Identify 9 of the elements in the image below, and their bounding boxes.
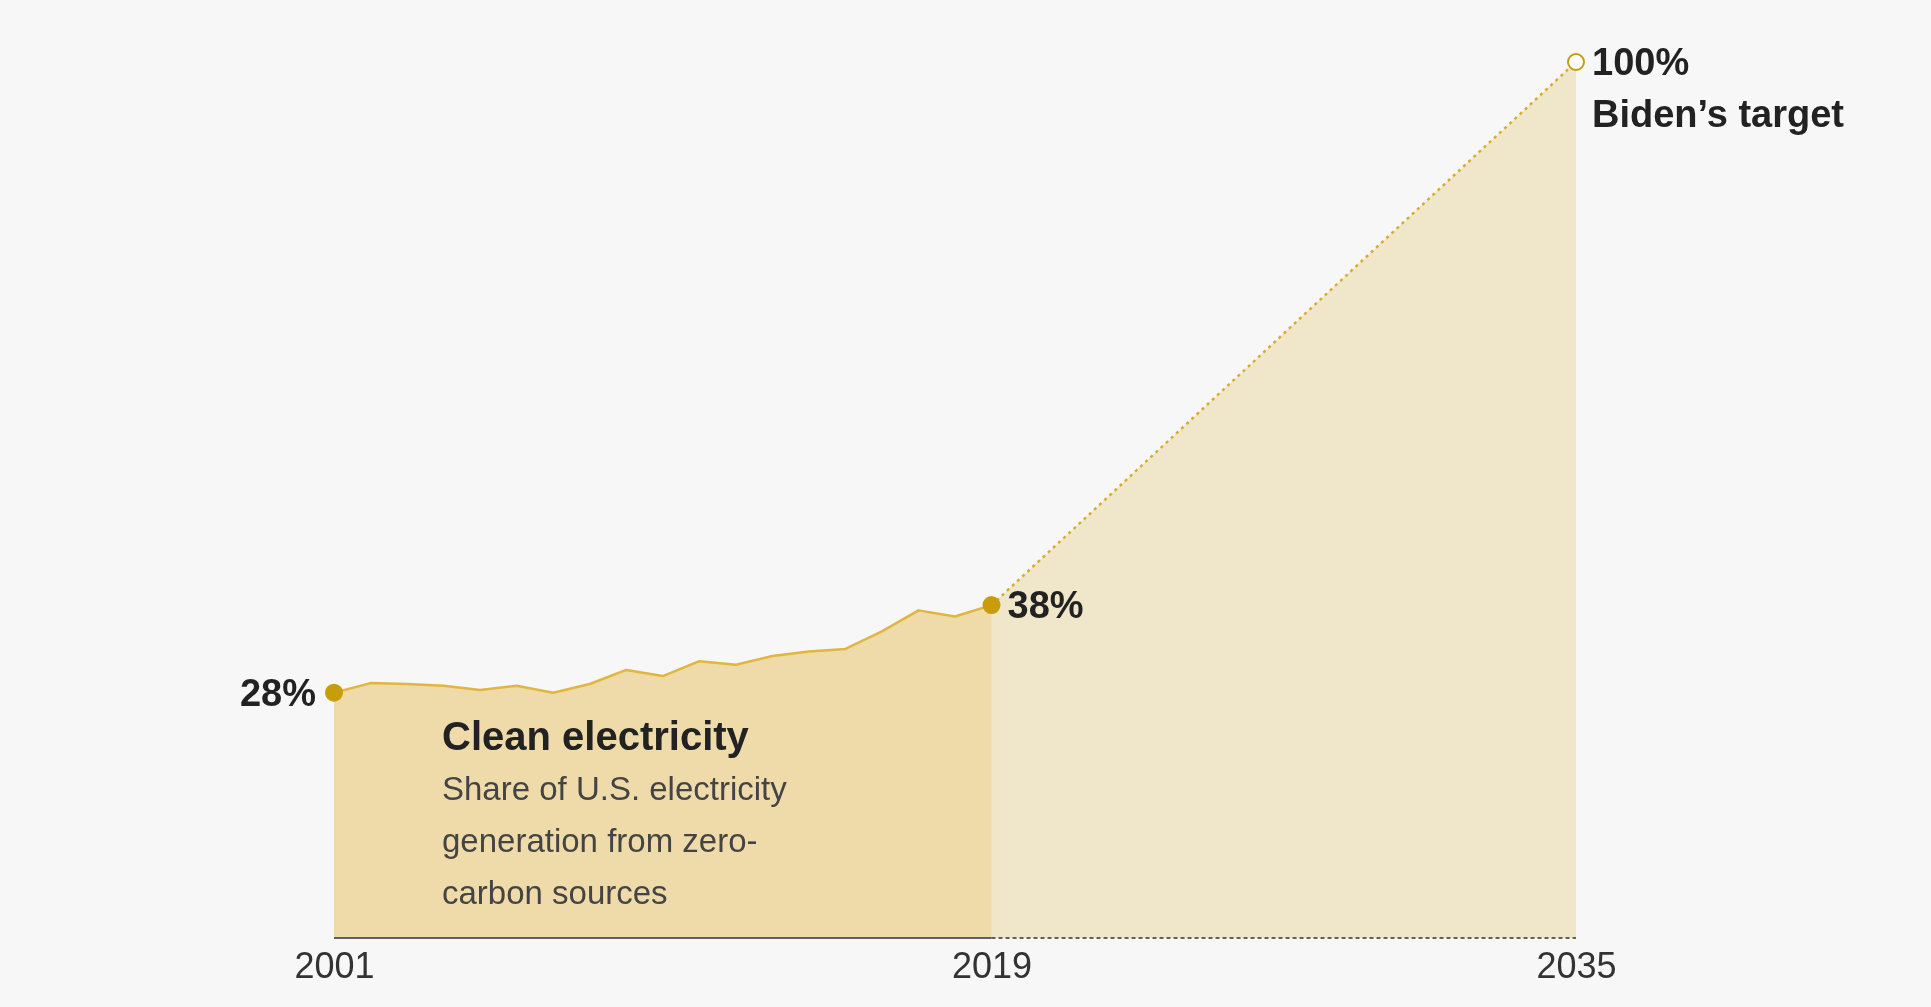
data-label: 38% <box>1007 584 1084 627</box>
data-label: 100% <box>1592 41 1690 83</box>
x-tick-label: 2019 <box>951 944 1033 986</box>
x-tick-label: 2001 <box>294 944 375 986</box>
annotation: Biden’s target <box>1592 93 1845 135</box>
text: Share of U.S. electricity generation from zero-carbon sources <box>442 770 788 911</box>
data-label: 28% <box>239 671 316 714</box>
text: Clean electricity <box>442 714 750 758</box>
x-tick-label: 2035 <box>1536 944 1617 986</box>
